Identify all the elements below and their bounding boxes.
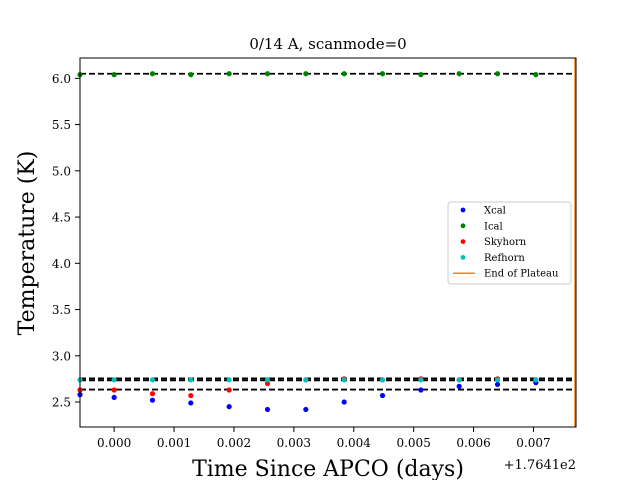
skyhorn-point-5 [264, 380, 271, 387]
ical-point-9 [418, 72, 424, 78]
y-tick-label-2: 3.5 [52, 303, 71, 317]
x-tick-label-1: 0.001 [157, 436, 191, 450]
plot-area [77, 58, 576, 427]
refhorn-point-6 [303, 377, 309, 383]
ical-point-12 [533, 72, 539, 78]
legend: Xcal Ical Skyhorn Refhorn End of Plateau [447, 201, 572, 285]
ical-point-10 [456, 71, 462, 77]
skyhorn-point-2 [149, 391, 156, 397]
y-tick-label-4: 4.5 [52, 211, 71, 225]
x-tick-label-3: 0.003 [277, 436, 311, 450]
refhorn-point-4 [226, 377, 232, 383]
xcal-point-3 [188, 400, 194, 406]
skyhorn-point-3 [188, 392, 194, 399]
ical-point-6 [303, 71, 309, 77]
x-tick-label-6: 0.006 [456, 436, 490, 450]
skyhorn-point-1 [111, 387, 117, 393]
legend-box [447, 201, 572, 285]
legend-label-end-of-plateau: End of Plateau [484, 269, 559, 280]
ical-point-1 [111, 72, 117, 78]
refhorn-point-2 [149, 377, 156, 383]
legend-marker-ical [460, 223, 466, 229]
refhorn-point-1 [111, 377, 117, 383]
x-axis-offset-label: +1.7641e2 [504, 458, 576, 473]
refhorn-point-7 [341, 377, 347, 383]
xcal-point-6 [303, 406, 309, 413]
y-tick-label-0: 2.5 [52, 396, 71, 410]
xcal-point-4 [226, 404, 232, 410]
x-tick-label-7: 0.007 [516, 436, 550, 450]
legend-label-xcal: Xcal [484, 206, 506, 217]
xcal-point-11 [494, 381, 501, 388]
y-axis-label: Temperature (K) [15, 151, 40, 336]
xcal-point-5 [264, 406, 271, 413]
ical-point-2 [149, 71, 156, 77]
x-tick-label-2: 0.002 [217, 436, 251, 450]
refhorn-point-11 [494, 377, 501, 383]
ical-point-11 [494, 71, 501, 77]
ical-point-8 [379, 71, 386, 77]
ical-point-5 [264, 71, 271, 77]
ical-point-3 [188, 72, 194, 78]
xcal-point-10 [456, 383, 462, 389]
skyhorn-point-4 [226, 387, 232, 393]
axis-ticks: 0.000 0.001 0.002 0.003 0.004 0.005 0.006 0.007… [52, 72, 551, 450]
legend-label-skyhorn: Skyhorn [484, 237, 527, 248]
legend-marker-skyhorn [460, 239, 466, 245]
axes-frame [79, 57, 577, 428]
refhorn-point-8 [379, 377, 386, 383]
chart-title: 0/14 A, scanmode=0 [249, 35, 406, 53]
xcal-point-2 [149, 397, 156, 403]
xcal-point-1 [111, 394, 117, 401]
legend-label-refhorn: Refhorn [484, 253, 525, 264]
legend-marker-xcal [460, 207, 466, 213]
refhorn-point-10 [456, 377, 462, 383]
refhorn-point-12 [533, 377, 539, 383]
y-tick-label-1: 3.0 [52, 349, 71, 363]
y-tick-label-5: 5.0 [52, 164, 71, 178]
xcal-point-7 [341, 399, 347, 405]
legend-marker-refhorn [460, 255, 466, 260]
ical-point-4 [226, 71, 232, 77]
x-tick-label-4: 0.004 [337, 436, 372, 450]
x-tick-label-5: 0.005 [396, 436, 430, 450]
refhorn-point-9 [418, 377, 424, 383]
refhorn-point-3 [188, 377, 194, 383]
y-tick-label-3: 4.0 [52, 257, 71, 271]
x-tick-label-0: 0.000 [97, 436, 131, 450]
y-tick-label-6: 5.5 [52, 118, 71, 132]
xcal-point-9 [418, 387, 424, 393]
ical-point-7 [341, 71, 347, 77]
legend-label-ical: Ical [484, 221, 503, 232]
x-axis-label: Time Since APCO (days) [192, 457, 464, 480]
xcal-point-8 [379, 392, 386, 399]
y-tick-label-7: 6.0 [52, 72, 71, 86]
refhorn-point-5 [264, 377, 271, 383]
